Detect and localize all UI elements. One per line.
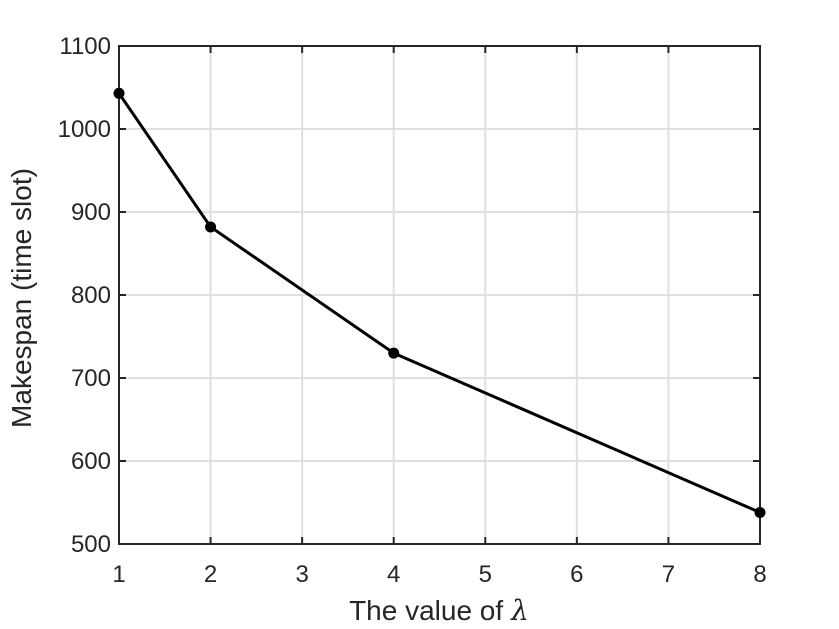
y-axis-title: Makespan (time slot) xyxy=(6,168,37,428)
data-point xyxy=(205,221,217,233)
y-tick-label: 900 xyxy=(71,199,111,226)
x-tick-label: 1 xyxy=(112,561,125,588)
x-axis-title-text: The value of xyxy=(349,595,503,626)
series-line xyxy=(117,92,761,514)
x-tick-label: 6 xyxy=(570,561,583,588)
data-series xyxy=(113,87,766,518)
y-tick-label: 800 xyxy=(71,282,111,309)
tick-labels: 1 2 3 4 5 6 7 8 500 600 700 800 900 1000 1100 xyxy=(58,33,767,588)
axis-ticks xyxy=(118,45,761,545)
x-tick-label: 4 xyxy=(387,561,400,588)
data-point xyxy=(388,347,400,359)
x-tick-label: 5 xyxy=(479,561,492,588)
data-point xyxy=(113,87,125,99)
x-tick-label: 2 xyxy=(204,561,217,588)
y-tick-label: 600 xyxy=(71,448,111,475)
y-tick-label: 500 xyxy=(71,531,111,558)
lambda-symbol: λ xyxy=(510,594,529,627)
x-tick-label: 8 xyxy=(753,561,766,588)
y-tick-label: 1100 xyxy=(59,33,111,60)
y-tick-label: 700 xyxy=(71,365,111,392)
x-tick-label: 3 xyxy=(295,561,308,588)
x-axis-title: The value of λ xyxy=(349,594,529,627)
data-point xyxy=(754,506,766,518)
grid-lines xyxy=(118,45,761,545)
x-tick-label: 7 xyxy=(662,561,675,588)
y-tick-label: 1000 xyxy=(58,116,111,143)
